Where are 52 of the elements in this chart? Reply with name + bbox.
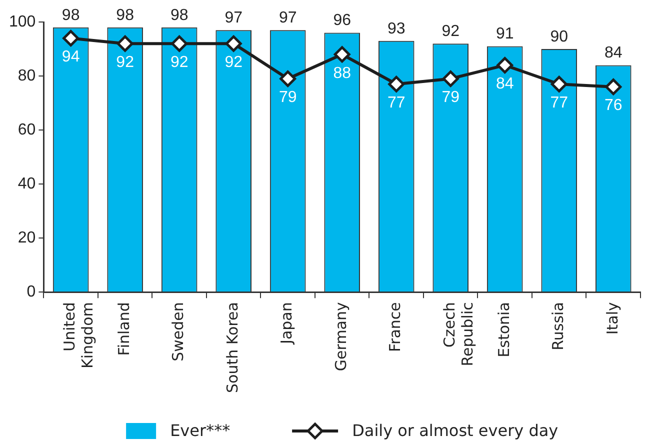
- data-label: 98: [62, 6, 80, 24]
- legend-label: Daily or almost every day: [352, 421, 558, 440]
- point: [496, 56, 514, 74]
- y-tick-label: 100: [8, 13, 36, 30]
- data-label: 84: [604, 44, 622, 62]
- point: [116, 35, 134, 52]
- point: [225, 35, 242, 52]
- x-tick-label: France: [386, 302, 404, 352]
- x-tick-label: Russia: [549, 302, 568, 350]
- legend-label: Ever***: [170, 421, 230, 440]
- data-label: 98: [116, 6, 134, 24]
- data-label: 84: [496, 76, 514, 93]
- data-label: 77: [387, 94, 406, 112]
- point: [280, 70, 296, 87]
- y-tick-label: 40: [18, 175, 36, 192]
- data-label: 79: [442, 89, 460, 106]
- data-label: 98: [170, 6, 188, 24]
- point: [550, 76, 568, 92]
- data-label: 79: [278, 89, 297, 106]
- x-tick-label: Czech Republic: [440, 302, 476, 366]
- data-label: 92: [170, 54, 188, 72]
- data-label: 88: [333, 64, 352, 82]
- x-tick-label: United Kingdom: [60, 302, 97, 368]
- data-label: 92: [442, 23, 460, 40]
- point: [442, 70, 459, 87]
- data-label: 92: [116, 54, 134, 72]
- y-tick-label: 60: [18, 121, 36, 138]
- x-tick-label: Sweden: [169, 302, 188, 362]
- x-tick-label: Italy: [603, 302, 622, 335]
- data-label: 93: [387, 20, 406, 38]
- x-tick-label: Finland: [114, 302, 133, 356]
- point: [171, 35, 188, 52]
- y-tick-label: 80: [18, 67, 36, 84]
- y-tick-label: 20: [18, 229, 36, 246]
- x-tick-label: Estonia: [494, 302, 513, 358]
- data-label: 91: [496, 26, 514, 43]
- point: [334, 46, 350, 63]
- data-label: 92: [224, 54, 243, 72]
- point: [62, 30, 80, 46]
- data-label: 97: [224, 10, 243, 27]
- point: [605, 78, 622, 96]
- data-label: 94: [62, 48, 80, 66]
- x-tick-label: Germany: [332, 302, 350, 372]
- data-label: 97: [278, 10, 297, 27]
- y-tick-label: 0: [26, 284, 36, 301]
- data-label: 77: [550, 94, 568, 112]
- x-tick-label: Japan: [278, 302, 296, 345]
- x-tick-label: South Korea: [223, 302, 242, 394]
- data-label: 90: [550, 28, 568, 46]
- data-label: 76: [604, 97, 622, 114]
- point: [388, 76, 405, 92]
- data-label: 96: [333, 12, 352, 30]
